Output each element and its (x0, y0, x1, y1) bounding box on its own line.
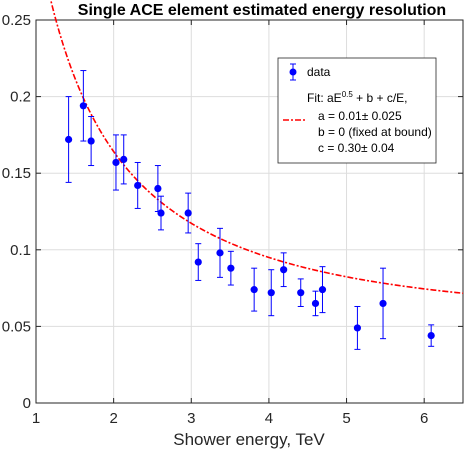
legend-fit-exponent: 0.5 (342, 90, 354, 99)
data-point (311, 290, 320, 317)
data-marker (157, 209, 165, 217)
legend-fit-suffix: + b + c/E, (353, 91, 408, 105)
data-point (318, 266, 327, 314)
y-tick-label: 0.2 (10, 89, 31, 106)
x-tick-label: 5 (342, 410, 350, 427)
data-point (112, 134, 120, 191)
data-point (194, 243, 202, 281)
data-marker (134, 181, 142, 190)
legend-data-marker (289, 63, 297, 81)
data-point (297, 278, 305, 307)
legend-fit-b: b = 0 (fixed at bound) (318, 125, 432, 139)
legend-fit-label: Fit: aE0.5 + b + c/E, (307, 90, 408, 105)
y-axis: 0 0.05 0.1 0.15 0.2 0.25 (2, 12, 463, 412)
y-tick-label: 0 (23, 395, 31, 412)
data-point (280, 252, 288, 288)
data-point (120, 134, 128, 185)
legend-data-label: data (307, 65, 331, 79)
data-point (353, 305, 362, 350)
data-point (87, 116, 95, 167)
x-tick-label: 4 (265, 410, 273, 427)
data-marker (318, 286, 327, 294)
data-marker (154, 184, 162, 193)
y-tick-label: 0.1 (10, 242, 31, 259)
y-tick-label: 0.25 (2, 12, 31, 29)
data-marker (65, 135, 73, 144)
data-marker (184, 209, 192, 217)
data-marker (311, 299, 320, 308)
data-point (379, 267, 387, 340)
x-axis: 1 2 3 4 5 6 (32, 20, 428, 427)
data-marker (353, 324, 362, 332)
data-point (184, 192, 192, 234)
legend-fit-prefix: Fit: aE (307, 91, 342, 105)
data-point (216, 227, 224, 278)
data-point (157, 195, 165, 231)
data-marker (379, 299, 387, 308)
data-point (267, 269, 275, 317)
data-marker (227, 264, 235, 272)
data-point (65, 96, 73, 183)
legend-box (277, 57, 437, 164)
data-marker (112, 158, 120, 167)
data-marker (216, 249, 224, 257)
data-point (227, 250, 235, 286)
data-point (79, 70, 87, 142)
data-point (134, 161, 142, 209)
x-tick-label: 2 (109, 410, 117, 427)
data-marker (87, 137, 95, 145)
data-marker (297, 289, 305, 297)
legend-fit-c: c = 0.30± 0.04 (318, 141, 395, 155)
data-marker (79, 102, 87, 110)
x-tick-label: 1 (32, 410, 40, 427)
data-marker (427, 331, 435, 340)
y-tick-label: 0.15 (2, 165, 31, 182)
data-point (427, 324, 435, 347)
legend: data Fit: aE0.5 + b + c/E, a = 0.01± 0.0… (277, 57, 437, 164)
data-point (250, 267, 258, 312)
x-tick-label: 6 (420, 410, 428, 427)
plot-frame (35, 19, 464, 404)
data-marker (250, 286, 258, 294)
data-points (65, 70, 435, 350)
x-axis-label: Shower energy, TeV (173, 430, 325, 449)
legend-fit-a: a = 0.01± 0.025 (318, 109, 402, 123)
data-marker (280, 266, 288, 274)
fit-curve (49, 0, 464, 295)
x-tick-label: 3 (187, 410, 195, 427)
data-marker (267, 289, 275, 297)
data-point (154, 165, 162, 212)
data-marker (194, 258, 202, 266)
y-tick-label: 0.05 (2, 318, 31, 335)
data-marker (120, 155, 128, 164)
chart-title: Single ACE element estimated energy reso… (78, 2, 446, 19)
